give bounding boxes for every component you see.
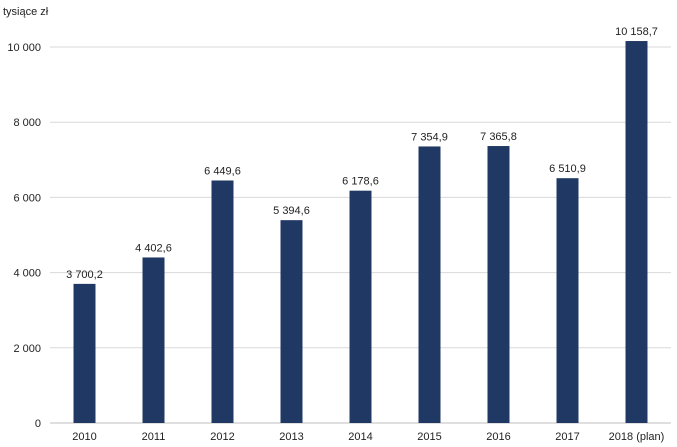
y-axis-ticks: 0 2 000 4 000 6 000 8 000 10 000 [7, 42, 41, 430]
x-tick-label: 2014 [348, 431, 372, 443]
y-tick-label: 8 000 [13, 117, 41, 129]
x-tick-label: 2010 [72, 431, 96, 443]
x-tick-label: 2018 (plan) [609, 431, 665, 443]
bar-2010 [73, 283, 96, 423]
bar-2017 [556, 178, 579, 423]
y-tick-label: 6 000 [13, 192, 41, 204]
y-tick-label: 0 [35, 418, 41, 430]
y-tick-label: 4 000 [13, 268, 41, 280]
x-tick-label: 2011 [142, 431, 166, 443]
bar-2012 [211, 180, 234, 423]
data-label: 6 178,6 [342, 176, 379, 188]
x-tick-label: 2012 [210, 431, 234, 443]
bar-2014 [349, 190, 372, 423]
data-label: 6 449,6 [204, 165, 241, 177]
x-axis-ticks: 2010 2011 2012 2013 2014 2015 2016 2017 2018 (pl… [72, 431, 664, 443]
data-label: 4 402,6 [135, 242, 172, 254]
x-tick-label: 2013 [279, 431, 303, 443]
data-label: 7 354,9 [411, 131, 448, 143]
data-label: 5 394,6 [273, 205, 310, 217]
x-tick-label: 2015 [417, 431, 441, 443]
bar-2018-plan- [625, 41, 648, 424]
bars [73, 41, 648, 424]
y-tick-label: 2 000 [13, 343, 41, 355]
bar-2015 [418, 146, 441, 424]
y-tick-label: 10 000 [7, 42, 41, 54]
bar-2011 [142, 257, 165, 423]
data-label: 6 510,9 [549, 163, 586, 175]
bar-2013 [280, 220, 303, 423]
x-tick-label: 2016 [486, 431, 510, 443]
data-label: 3 700,2 [66, 269, 103, 281]
data-labels: 3 700,2 4 402,6 6 449,6 5 394,6 6 178,6 7 354… [66, 26, 658, 281]
data-label: 10 158,7 [615, 26, 658, 38]
x-tick-label: 2017 [555, 431, 579, 443]
bar-2016 [487, 146, 510, 424]
y-axis-unit-label: tysiące zł [3, 6, 49, 18]
data-label: 7 365,8 [480, 131, 517, 143]
